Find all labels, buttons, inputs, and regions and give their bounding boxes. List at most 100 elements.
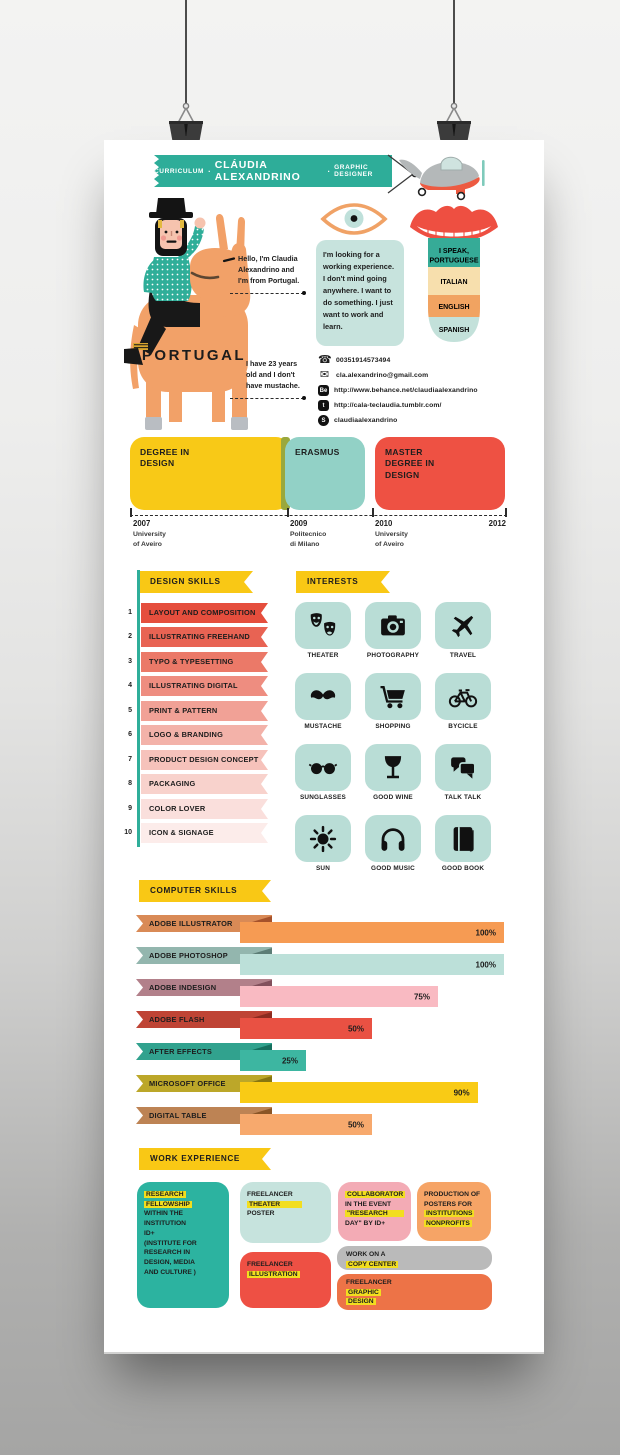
interest-label: TALK TALK	[444, 794, 482, 801]
interest-label: GOOD WINE	[373, 794, 413, 801]
timeline-block-erasmus: ERASMUS	[285, 437, 365, 510]
tick-year: 2009	[290, 519, 308, 528]
computer-skill-row: ADOBE FLASH 50%	[104, 1011, 544, 1041]
contact-tumblr: t http://cala-teclaudia.tumblr.com/	[318, 399, 442, 412]
email-address: cla.alexandrino@gmail.com	[336, 372, 429, 379]
skill-label: COLOR LOVER	[149, 804, 206, 813]
banner-role-label: GRAPHIC DESIGNER	[334, 164, 373, 178]
computer-skill-label-ribbon: ADOBE PHOTOSHOP	[136, 947, 272, 964]
interest-good-music: GOOD MUSIC	[365, 815, 421, 872]
computer-skill-name: MICROSOFT OFFICE	[149, 1079, 226, 1088]
banner-curriculum-label: CURRICULUM	[154, 167, 205, 175]
timeline-block-label: MASTER DEGREE IN DESIGN	[385, 447, 435, 480]
ribbon-fold	[242, 916, 272, 925]
header-banner: CURRICULUM · CLÁUDIA ALEXANDRINO · GRAPH…	[154, 155, 392, 187]
interest-label: TRAVEL	[449, 652, 477, 659]
hanging-string-left	[185, 0, 187, 106]
timeline-block-master: MASTER DEGREE IN DESIGN	[375, 437, 505, 510]
age-note-leader-line	[230, 395, 306, 401]
skill-label: LAYOUT AND COMPOSITION	[149, 608, 256, 617]
book-icon	[435, 815, 491, 862]
binder-clip-left	[169, 102, 203, 144]
computer-skill-label-ribbon: ADOBE INDESIGN	[136, 979, 272, 996]
skill-rank: 3	[128, 658, 132, 665]
ribbon-fold	[242, 980, 272, 989]
work-block-collaborator-research-day: COLLABORATOR IN THE EVENT "RESEARCH DAY" BY…	[338, 1182, 411, 1241]
skill-rank: 2	[128, 633, 132, 640]
computer-skill-label-ribbon: DIGITAL TABLE	[136, 1107, 272, 1124]
ribbon-fold	[242, 1076, 272, 1085]
leader-dot	[301, 395, 306, 401]
computer-skills-header: COMPUTER SKILLS	[139, 880, 271, 902]
computer-skill-row: ADOBE ILLUSTRATOR 100%	[104, 915, 544, 945]
skill-rank: 8	[128, 780, 132, 787]
ribbon-fold	[242, 1108, 272, 1117]
design-skill-item: TYPO & TYPESETTING	[141, 652, 268, 672]
timeline-block-label: DEGREE IN DESIGN	[140, 447, 190, 469]
hanging-string-right	[453, 0, 455, 106]
language-band-portuguese	[428, 238, 480, 267]
computer-skill-name: ADOBE ILLUSTRATOR	[149, 919, 233, 928]
page-title: CLÁUDIA ALEXANDRINO	[214, 159, 301, 183]
design-skill-item: PRINT & PATTERN	[141, 701, 268, 721]
interest-theater: THEATER	[295, 602, 351, 659]
timeline-tick-2007: 2007 University of Aveiro	[133, 519, 166, 549]
interest-sun: SUN	[295, 815, 351, 872]
tumblr-url: http://cala-teclaudia.tumblr.com/	[334, 402, 442, 409]
work-block-freelancer-graphic-design: FREELANCER GRAPHIC DESIGN	[337, 1274, 492, 1310]
work-block-freelancer-illustration: FREELANCER ILLUSTRATION	[240, 1252, 331, 1308]
skill-bar: 100%	[240, 922, 504, 943]
timeline-tick-2012: 2012	[476, 519, 506, 528]
language-band-italian	[428, 267, 480, 295]
design-skills-axis-line	[137, 570, 140, 847]
skill-percent: 90%	[453, 1088, 470, 1097]
work-block-production-of-posters: PRODUCTION OF POSTERS FOR INSTITUTIONS NONP…	[417, 1182, 491, 1241]
theater-masks-icon	[295, 602, 351, 649]
language-band-english	[428, 295, 480, 317]
skill-rank: 1	[128, 609, 132, 616]
skype-icon: S	[318, 415, 329, 426]
skill-rank: 6	[128, 731, 132, 738]
interest-label: THEATER	[307, 652, 339, 659]
skype-handle: claudiaalexandrino	[334, 417, 398, 424]
language-label: ENGLISH	[438, 304, 469, 311]
work-block-research-fellowship: RESEARCH FELLOWSHIP WITHIN THE INSTITUTION I…	[137, 1182, 229, 1308]
interest-label: SHOPPING	[375, 723, 411, 730]
tick-place: Politecnico di Milano	[290, 531, 327, 548]
tick-place: University of Aveiro	[133, 531, 166, 548]
portugal-character-illustration: PORTUGAL	[124, 198, 251, 430]
sun-icon	[295, 815, 351, 862]
age-note: I have 23 years old and I don't have mus…	[246, 359, 300, 390]
language-label: I SPEAK,	[439, 248, 469, 255]
computer-skill-name: ADOBE INDESIGN	[149, 983, 217, 992]
interest-shopping: SHOPPING	[365, 673, 421, 730]
computer-skill-row: ADOBE PHOTOSHOP 100%	[104, 947, 544, 977]
camera-icon	[365, 602, 421, 649]
greeting-note-leader-line	[230, 290, 306, 296]
interest-label: GOOD BOOK	[441, 865, 485, 872]
skill-bar: 90%	[240, 1082, 478, 1103]
design-skill-item: ILLUSTRATING DIGITAL	[141, 676, 268, 696]
design-skill-item: PACKAGING	[141, 774, 268, 794]
interest-sunglasses: SUNGLASSES	[295, 744, 351, 801]
computer-skill-name: ADOBE FLASH	[149, 1015, 205, 1024]
speech-bubbles-icon	[435, 744, 491, 791]
skill-label: LOGO & BRANDING	[149, 730, 224, 739]
leader-dot	[301, 290, 306, 296]
contact-behance: Be http://www.behance.net/claudiaalexand…	[318, 384, 478, 397]
computer-skill-label-ribbon: ADOBE FLASH	[136, 1011, 272, 1028]
work-experience-header: WORK EXPERIENCE	[139, 1148, 271, 1170]
language-label: PORTUGUESE	[429, 258, 478, 265]
tumblr-icon: t	[318, 400, 329, 411]
email-icon: ✉	[319, 369, 330, 381]
skill-rank: 5	[128, 707, 132, 714]
airplane-icon	[435, 602, 491, 649]
skill-label: ILLUSTRATING FREEHAND	[149, 632, 250, 641]
contact-email: ✉ cla.alexandrino@gmail.com	[318, 369, 428, 382]
shopping-cart-icon	[365, 673, 421, 720]
interest-mustache: MUSTACHE	[295, 673, 351, 730]
headphones-icon	[365, 815, 421, 862]
computer-skill-label-ribbon: MICROSOFT OFFICE	[136, 1075, 272, 1092]
skill-bar: 50%	[240, 1018, 372, 1039]
skill-label: TYPO & TYPESETTING	[149, 657, 234, 666]
